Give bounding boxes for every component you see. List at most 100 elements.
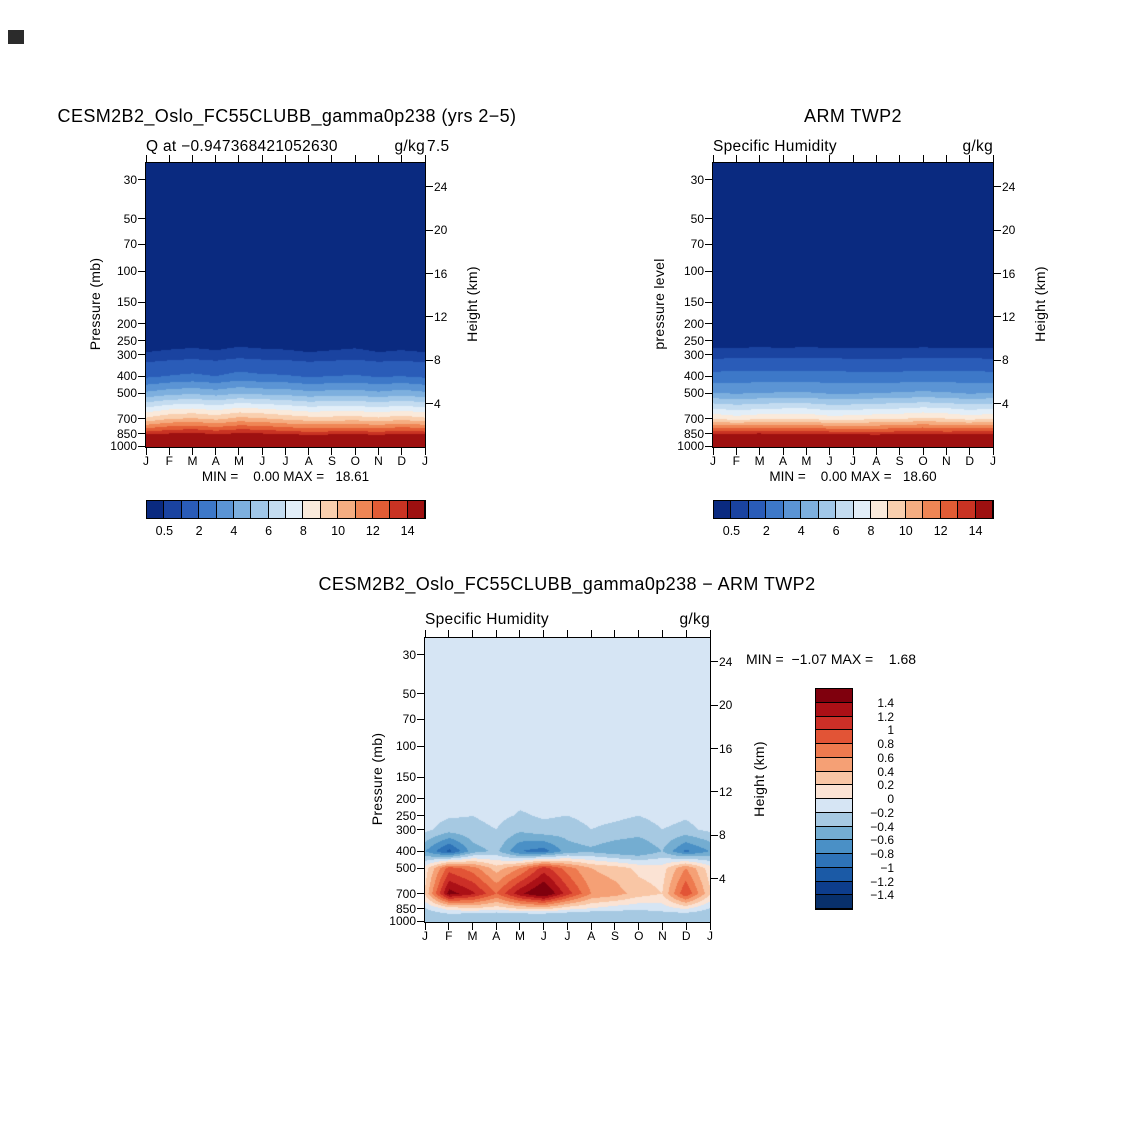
pressure-axis-tick [417, 745, 424, 747]
x-axis-tick [331, 448, 333, 455]
x-axis-tick [354, 448, 356, 455]
x-axis-tick [424, 448, 426, 455]
x-tick-label: M [801, 454, 812, 468]
x-tick-label: M [467, 929, 478, 943]
x-axis-tick [145, 448, 147, 455]
x-axis-top-tick [191, 155, 193, 162]
colorbar-segment [816, 881, 852, 896]
x-axis-top-tick [215, 155, 217, 162]
colorbar-segment [816, 840, 852, 854]
colorbar-segment [816, 854, 852, 868]
x-axis-top-tick [852, 155, 854, 162]
colorbar-segment [390, 501, 408, 518]
colorbar-segment [905, 501, 924, 518]
colorbar-label: −0.2 [870, 805, 894, 820]
x-axis-tick [852, 448, 854, 455]
x-axis-top-tick [261, 155, 263, 162]
x-axis-top-tick [829, 155, 831, 162]
pressure-tick-label: 150 [395, 770, 416, 785]
diff-yaxis-right-title: Height (km) [751, 741, 767, 817]
obs-contour-plot: J F M A M J J A S O N D J 30 50 70 100 150 200 250 300 400 500… [677, 155, 1015, 467]
x-tick-label: O [634, 929, 644, 943]
height-tick-label: 20 [434, 223, 448, 238]
colorbar-segment [816, 757, 852, 772]
height-axis-tick [711, 704, 718, 706]
colorbar-segment [816, 799, 852, 813]
colorbar-label: 14 [968, 524, 983, 538]
x-axis-top-tick [945, 155, 947, 162]
x-axis-top-tick [590, 630, 592, 637]
pressure-axis-tick [417, 718, 424, 720]
cursor-artifact [8, 30, 24, 44]
pressure-tick-label: 850 [395, 901, 416, 916]
colorbar-segment [338, 501, 356, 518]
colorbar-segment [870, 501, 889, 518]
x-axis-tick [285, 448, 286, 455]
x-axis-tick [424, 923, 426, 930]
colorbar-segment [816, 730, 852, 744]
pressure-axis-tick [705, 243, 712, 245]
colorbar-label: 4 [230, 524, 238, 538]
height-tick-label: 4 [434, 396, 441, 411]
x-tick-label: J [707, 929, 713, 943]
x-axis-tick [238, 448, 240, 455]
height-axis-tick [994, 359, 1001, 361]
x-tick-label: J [850, 454, 856, 468]
pressure-tick-label: 70 [123, 237, 137, 252]
height-tick-label: 8 [719, 828, 726, 843]
x-tick-label: J [540, 929, 547, 943]
model-subtitle: Q at −0.947368421052630 [146, 138, 338, 155]
x-axis-top-tick [992, 155, 994, 162]
colorbar-label: 8 [299, 524, 307, 538]
x-tick-label: A [492, 929, 501, 943]
colorbar-segment [816, 895, 852, 909]
height-tick-label: 24 [719, 654, 733, 669]
x-axis-tick [590, 923, 592, 930]
x-tick-label: N [658, 929, 667, 943]
colorbar-segment [199, 501, 217, 518]
x-axis-tick [543, 923, 545, 930]
colorbar-segment [816, 689, 852, 703]
x-tick-label: A [778, 454, 788, 468]
x-axis-top-tick [354, 155, 356, 162]
pressure-tick-label: 1000 [389, 914, 416, 929]
model-yaxis-right-title: Height (km) [464, 266, 480, 342]
colorbar-segment [216, 501, 234, 518]
colorbar-label: 6 [832, 524, 840, 538]
x-tick-label: J [422, 929, 428, 943]
x-axis-tick [495, 923, 497, 930]
height-tick-label: 16 [434, 266, 448, 281]
x-tick-label: J [564, 929, 571, 943]
height-tick-label: 12 [719, 784, 733, 799]
height-tick-label: 20 [719, 698, 733, 713]
x-axis-top-tick [378, 155, 379, 162]
pressure-axis-tick [138, 301, 145, 303]
diff-minmax-label: MIN = −1.07 MAX = 1.68 [746, 651, 917, 667]
height-axis-tick [711, 878, 718, 880]
model-contour-plot: J F M A M J J A S O N D J 30 50 70 100 150 200 250 300 400 500… [110, 155, 447, 467]
pressure-axis-tick [417, 776, 424, 778]
x-axis-tick [215, 448, 217, 455]
colorbar-segment [816, 716, 852, 731]
colorbar-segment [853, 501, 871, 518]
pressure-axis-tick [705, 179, 712, 181]
pressure-tick-label: 700 [683, 411, 704, 426]
x-tick-label: J [143, 454, 149, 468]
colorbar-segment [923, 501, 941, 518]
colorbar-label: 4 [797, 524, 805, 538]
pressure-axis-tick [138, 270, 145, 272]
colorbar-label: 10 [331, 524, 346, 538]
x-axis-tick [899, 448, 901, 455]
obs-colorbar: 0.5 2 4 6 8 10 12 14 [713, 500, 994, 538]
x-tick-label: S [327, 454, 337, 468]
x-axis-top-tick [875, 155, 877, 162]
colorbar-label: 2 [195, 524, 203, 538]
pressure-tick-label: 100 [116, 264, 137, 279]
model-subtitle-row: Q at −0.947368421052630 g/kg 7.5 [146, 137, 449, 156]
x-axis-top-tick [424, 155, 426, 162]
x-tick-label: O [350, 454, 360, 468]
diff-contour-plot: J F M A M J J A S O N D J 30 50 70 100 150 200 250 300 400 500… [389, 630, 732, 942]
pressure-tick-label: 50 [123, 211, 137, 226]
pressure-tick-label: 70 [402, 712, 416, 727]
x-axis-tick [567, 923, 568, 930]
